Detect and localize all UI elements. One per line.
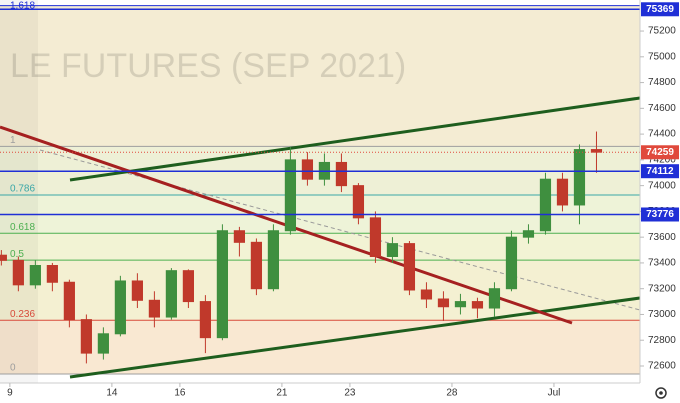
x-tick-label: 28 [446,388,458,399]
y-tick-label: 74600 [648,103,676,114]
fib-zone [0,5,640,147]
candle-body [199,301,211,339]
candle-body [29,265,41,286]
candle-body [539,178,552,232]
fib-label: 0.5 [10,249,24,260]
price-tag-label: 75369 [646,4,674,15]
candle-body [250,241,263,290]
candle-body [12,259,24,286]
fib-label: 0.236 [10,309,35,320]
fib-label: 0.786 [10,184,35,195]
y-tick-label: 75200 [648,26,676,37]
candle-body [46,265,58,283]
candle-body [63,281,75,321]
channel-bottom [69,296,641,379]
candle-body [182,270,194,303]
left-band [0,0,38,383]
y-tick-label: 73200 [648,283,676,294]
candle-body [267,230,280,290]
gear[interactable] [655,387,667,399]
fib-zone [0,320,640,374]
candle-body [505,236,518,290]
price-tag-label: 74112 [646,166,674,177]
y-tick-label: 74800 [648,77,676,88]
x-tick-label: 9 [7,388,13,399]
y-tick-label: 72600 [648,361,676,372]
candle-body [403,243,416,291]
y-tick-label: 75000 [648,51,676,62]
candle-body [573,149,586,206]
candle-body [522,230,535,238]
y-tick-label: 73400 [648,258,676,269]
last-price-label: 74259 [646,147,674,158]
fib-label: 1 [10,135,16,146]
x-tick-label: 14 [106,388,118,399]
candles [0,131,603,364]
candle-body [148,299,160,318]
candle-body [284,159,297,232]
candle-body [131,280,143,301]
candle-body [590,149,603,153]
x-tick-label: Jul [548,388,561,399]
y-tick-label: 73000 [648,309,676,320]
fib-label: 0 [10,363,16,374]
candle-body [335,161,348,187]
candle-body [233,230,246,243]
candle-body [301,159,314,180]
fib-zones [0,5,640,374]
candle-body [437,298,450,308]
price-tag-label: 73776 [646,209,674,220]
price-tag [641,2,679,17]
settings-icon[interactable] [655,387,667,399]
channel-top [69,96,641,182]
candle-body [165,270,177,318]
last-price-tag [641,145,679,160]
y-tick-label: 74400 [648,129,676,140]
y-tick-label: 73600 [648,232,676,243]
candle-body [386,243,399,257]
fib-label: 0.618 [10,222,35,233]
levels [0,8,640,216]
candle-body [97,333,109,354]
y-tick-label: 72800 [648,335,676,346]
candle-body [352,185,365,219]
candle-body [420,289,433,300]
dashed-trend [39,149,641,311]
x-tick-label: 16 [174,388,186,399]
y-axis-bg [640,0,680,403]
candle-body [80,319,92,354]
fib-label: 1.618 [10,1,35,12]
price-tag [641,207,679,222]
y-tick-label: 74200 [648,155,676,166]
candle-body [369,217,382,257]
y-tick-label: 74000 [648,180,676,191]
x-tick-label: 23 [344,388,356,399]
candle-body [0,254,7,261]
gear-hub[interactable] [659,391,663,395]
x-tick-label: 21 [276,388,288,399]
candle-body [488,288,501,309]
candle-body [114,280,126,335]
x-axis-bg [0,383,640,403]
candle-body [471,301,484,309]
candle-body [556,178,569,206]
watermark: LE FUTURES (SEP 2021) [10,47,406,85]
candle-body [454,301,467,308]
candle-body [216,230,229,339]
price-tag [641,164,679,179]
